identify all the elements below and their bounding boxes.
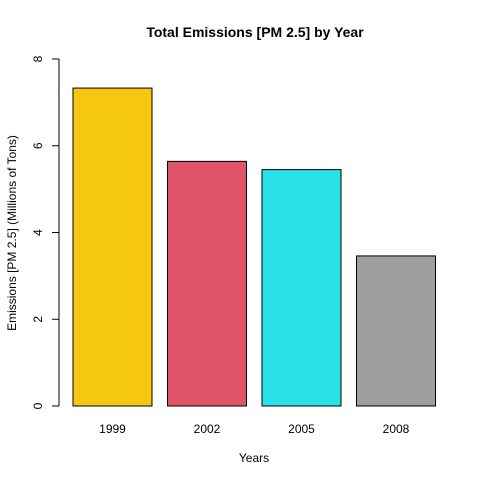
x-tick-label: 1999 [99,422,126,436]
x-tick-label: 2008 [383,422,410,436]
x-axis-label: Years [239,451,269,465]
bar-2008 [356,255,436,407]
y-tick-label: 8 [31,55,45,62]
x-tick-label: 2002 [194,422,221,436]
bar-2005 [261,169,342,407]
y-tick-label: 0 [31,402,45,409]
bar-1999 [72,87,153,407]
bar-2002 [167,160,247,407]
x-axis-tick-labels: 1999 2002 2005 2008 [99,422,410,436]
y-tick-label: 4 [31,229,45,236]
y-axis-label: Emissions [PM 2.5] (Millions of Tons) [5,135,19,331]
y-tick-label: 6 [31,142,45,149]
x-tick-label: 2005 [288,422,315,436]
bars [72,87,436,407]
chart-title: Total Emissions [PM 2.5] by Year [146,24,364,40]
y-tick-label: 2 [31,316,45,323]
y-axis-ticks: 0 2 4 6 8 [31,55,59,409]
